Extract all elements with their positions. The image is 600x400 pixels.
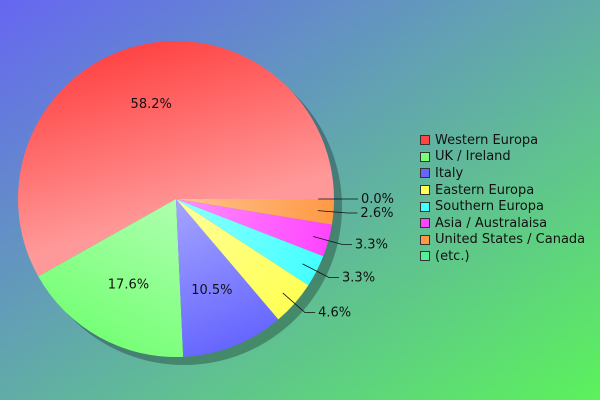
legend-label: Southern Europa <box>435 199 544 215</box>
leader-line-eastern-europa <box>282 292 316 314</box>
pie-slice-united-states-canada <box>176 199 334 225</box>
legend-swatch <box>420 151 430 162</box>
legend-swatch <box>420 234 430 245</box>
legend: Western Europa UK / Ireland Italy Eastern E… <box>420 132 585 265</box>
legend-swatch <box>420 135 430 146</box>
pie-slice-asia-australaisa <box>176 199 332 257</box>
legend-label: United States / Canada <box>435 232 586 248</box>
legend-item-eastern-europa: Eastern Europa <box>420 182 585 199</box>
legend-label: (etc.) <box>435 248 470 264</box>
legend-swatch <box>420 185 430 196</box>
legend-item-southern-europa: Southern Europa <box>420 198 585 215</box>
legend-item-united-states-canada: United States / Canada <box>420 232 585 249</box>
legend-label: UK / Ireland <box>435 149 511 165</box>
legend-swatch <box>420 168 430 179</box>
legend-item-uk-ireland: UK / Ireland <box>420 149 585 166</box>
slice-label-uk-ireland: 17.6% <box>108 278 149 293</box>
leader-line-united-states-canada <box>317 210 358 214</box>
slice-label-eastern-europa: 4.6% <box>318 306 351 321</box>
slice-label-etc: 0.0% <box>361 192 394 207</box>
pie-slice-italy <box>176 199 279 357</box>
legend-swatch <box>420 201 430 212</box>
slice-label-western-europa: 58.2% <box>131 97 172 112</box>
leader-line-asia-australaisa <box>313 236 352 245</box>
leader-line-southern-europa <box>302 263 340 278</box>
pie-slice-eastern-europa <box>176 199 309 320</box>
pie-slice-southern-europa <box>176 199 324 286</box>
legend-item-etc: (etc.) <box>420 248 585 265</box>
legend-label: Western Europa <box>435 132 539 148</box>
legend-item-italy: Italy <box>420 165 585 182</box>
legend-label: Asia / Australaisa <box>435 215 548 231</box>
legend-item-asia-australaisa: Asia / Australaisa <box>420 215 585 232</box>
legend-swatch <box>420 218 430 229</box>
slice-label-asia-australaisa: 3.3% <box>355 237 388 252</box>
slice-label-united-states-canada: 2.6% <box>360 206 393 221</box>
pie-slice-western-europa <box>17 40 334 277</box>
legend-label: Eastern Europa <box>435 182 535 198</box>
pie-slice-uk-ireland <box>38 199 184 357</box>
legend-label: Italy <box>435 165 464 181</box>
slice-label-southern-europa: 3.3% <box>342 270 375 285</box>
legend-item-western-europa: Western Europa <box>420 132 585 149</box>
slice-label-italy: 10.5% <box>191 283 232 298</box>
legend-swatch <box>420 251 430 262</box>
